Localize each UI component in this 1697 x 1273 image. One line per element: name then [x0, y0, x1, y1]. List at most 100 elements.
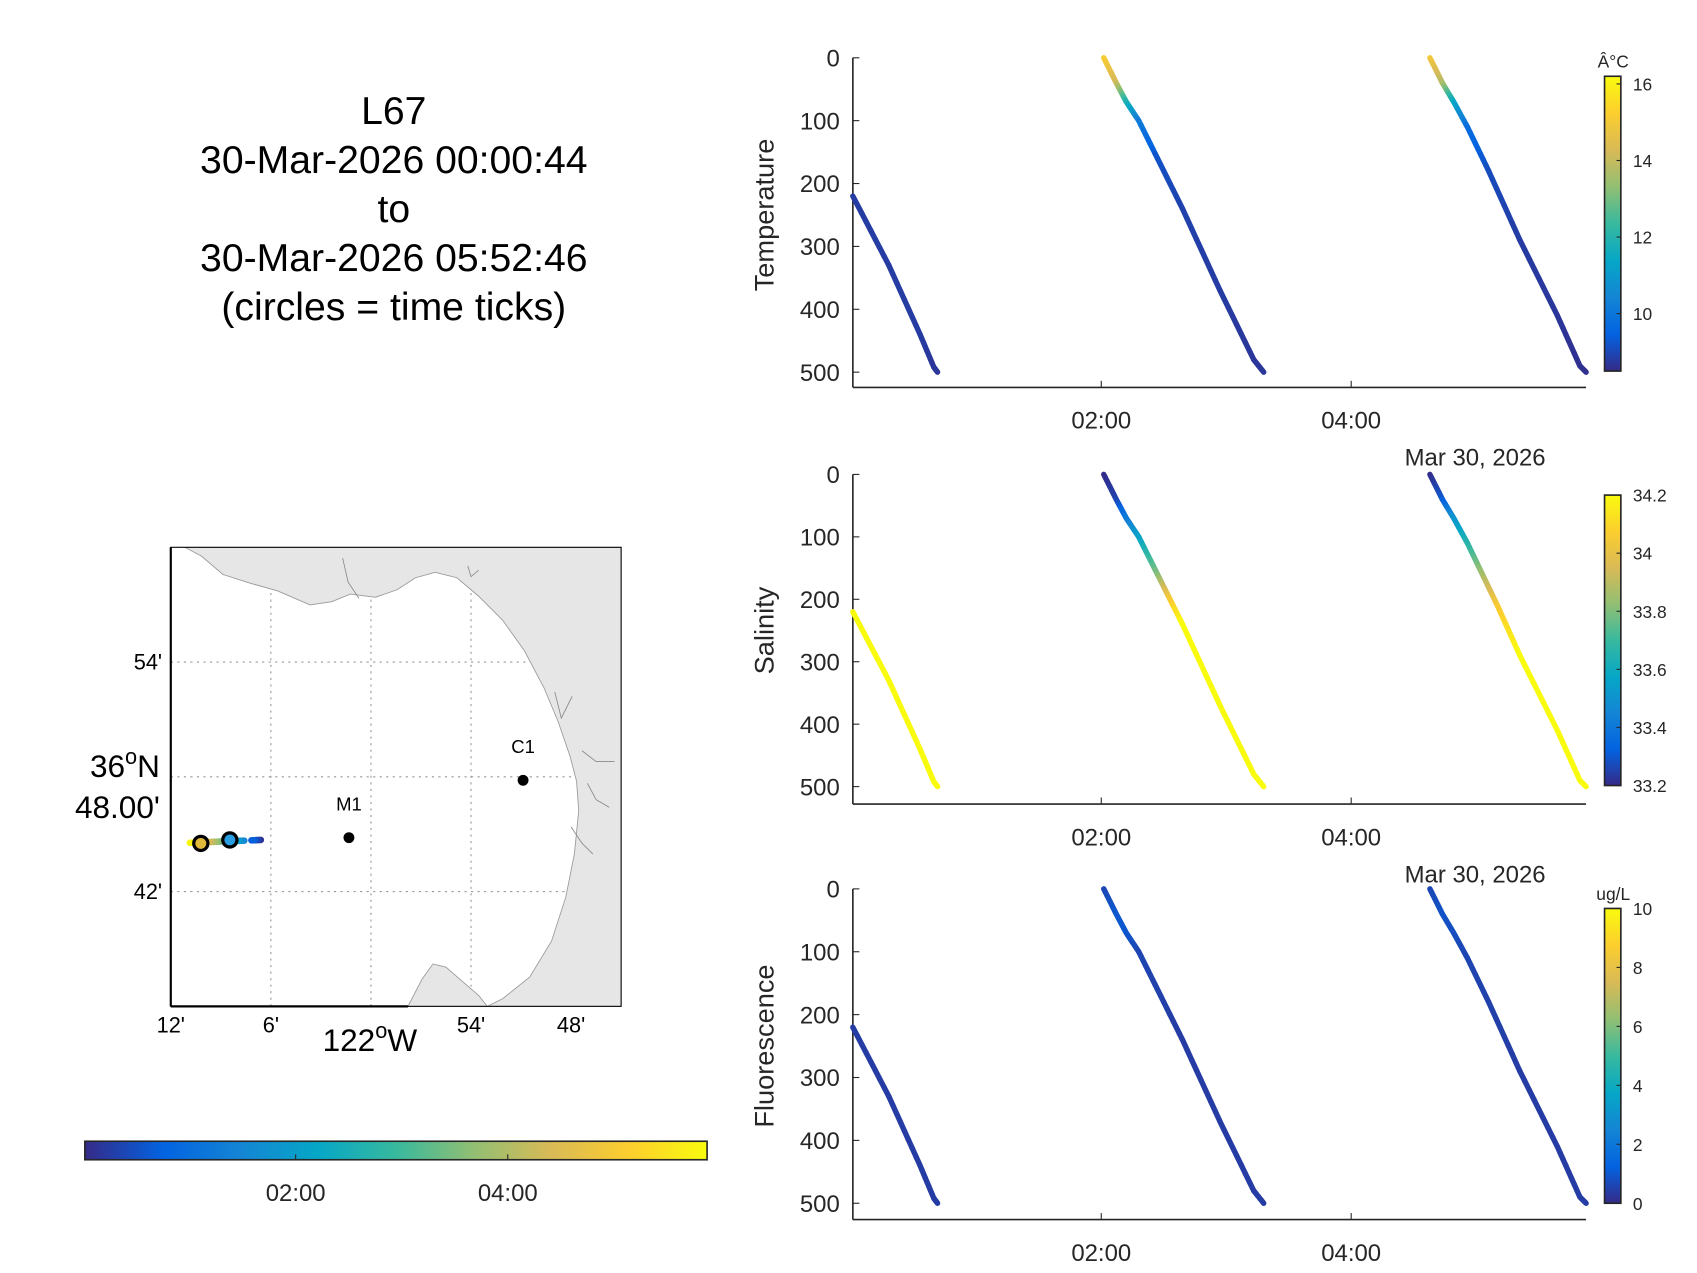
temperature-profile: 0 100 200 300 400 500 02:00 04:00 Mar 30, 2026 Te… [748, 45, 1652, 471]
colorbar: 10 12 14 16Â°C [1598, 52, 1652, 372]
colorbar-tick-label: 34 [1633, 544, 1653, 564]
profile-point [1259, 367, 1267, 375]
date-label: Mar 30, 2026 [1405, 445, 1546, 472]
time-tick-circle [221, 831, 239, 849]
title-line-glider: L67 [361, 90, 426, 133]
y-tick-label: 400 [800, 1128, 840, 1155]
title-line-to: to [377, 188, 410, 231]
colorbar-tick-label: 2 [1633, 1135, 1643, 1155]
map-xlabel: 122oW [323, 1018, 418, 1058]
time-colorbar-bar [84, 1140, 708, 1161]
profile-segment [850, 609, 941, 790]
y-tick-label: 300 [800, 1065, 840, 1092]
date-label: Mar 30, 2026 [1405, 861, 1546, 888]
profile-segment [850, 193, 941, 375]
map-y-tick-label: 54' [134, 650, 162, 675]
y-tick-label: 100 [800, 108, 840, 135]
profile-segment [1101, 886, 1267, 1206]
station-label: C1 [511, 736, 535, 757]
time-tick-circle [192, 834, 210, 853]
station-marker [343, 832, 355, 844]
y-tick-label: 0 [826, 462, 839, 489]
colorbar-tick-label: 10 [1633, 304, 1652, 324]
time-colorbar: 02:00 04:00 [84, 1140, 708, 1207]
colorbar-tick-label: 0 [1633, 1194, 1643, 1214]
map-y-tick-label: 42' [134, 879, 162, 904]
y-tick-label: 500 [800, 774, 840, 801]
map-stations: M1 C1 [336, 736, 535, 844]
profile-segment [1427, 471, 1589, 790]
y-axis-label: Fluorescence [748, 964, 779, 1127]
map-x-tick-label: 54' [457, 1012, 485, 1037]
profile-point [1259, 782, 1267, 790]
y-axis-label: Temperature [748, 139, 779, 292]
y-axis-label: Salinity [748, 586, 779, 674]
map-land [184, 547, 622, 1007]
map-x-tick-label: 6' [263, 1012, 279, 1037]
y-tick-label: 0 [826, 877, 839, 904]
y-tick-label: 0 [826, 45, 839, 72]
y-tick-label: 500 [800, 360, 840, 387]
time-colorbar-tick-label: 02:00 [266, 1180, 326, 1207]
y-tick-label: 100 [800, 525, 840, 552]
time-colorbar-tick-label: 04:00 [478, 1180, 538, 1207]
colorbar-tick-label: 33.8 [1633, 602, 1667, 622]
colorbar-tick-label: 6 [1633, 1017, 1643, 1037]
colorbar-bar [1603, 75, 1622, 372]
colorbar-tick-label: 33.2 [1633, 776, 1667, 796]
colorbar: 33.2 33.4 33.6 33.8 34 34.2 [1603, 486, 1667, 796]
colorbar-tick-label: 33.4 [1633, 718, 1667, 738]
colorbar-tick-label: 33.6 [1633, 660, 1667, 680]
map-grid [170, 547, 622, 1007]
profile-point [1582, 368, 1589, 375]
profile-segment [1427, 886, 1589, 1206]
map-x-tick-label: 12' [157, 1012, 185, 1037]
y-tick-label: 200 [800, 587, 840, 614]
y-tick-label: 300 [800, 234, 840, 261]
colorbar-tick-label: 34.2 [1633, 486, 1667, 506]
x-tick-label: 04:00 [1321, 1240, 1381, 1267]
y-tick-label: 500 [800, 1191, 840, 1218]
x-tick-label: 02:00 [1071, 408, 1131, 435]
y-tick-label: 400 [800, 297, 840, 324]
glider-track [186, 831, 265, 853]
map-x-tick-label: 48' [557, 1012, 585, 1037]
colorbar-unit: Â°C [1598, 52, 1629, 72]
x-tick-label: 04:00 [1321, 824, 1381, 851]
title-line-start: 30-Mar-2026 00:00:44 [200, 139, 587, 182]
colorbar-tick-label: 4 [1633, 1076, 1643, 1096]
colorbar-bar [1603, 907, 1622, 1205]
map-ticks: 12' 6' 54' 48' 54' 42' [134, 650, 586, 1038]
profile-point [1582, 783, 1589, 790]
profile-segment [1427, 55, 1589, 375]
profile-point [1259, 1198, 1267, 1206]
title-line-end: 30-Mar-2026 05:52:46 [200, 237, 587, 280]
profile-point [1582, 1199, 1589, 1206]
colorbar-tick-label: 12 [1633, 228, 1652, 248]
profile-segment [1101, 471, 1267, 790]
colorbar-tick-label: 8 [1633, 958, 1643, 978]
colorbar-unit: ug/L [1596, 884, 1630, 904]
y-tick-label: 100 [800, 939, 840, 966]
profile-segment [1101, 55, 1267, 375]
track-map: M1 C1 12' 6' 54' 48' 54' 42' 122oW 36oN 48.00' [75, 546, 622, 1058]
title-line-note: (circles = time ticks) [221, 286, 566, 329]
map-ylabel-top: 36oN [90, 744, 160, 784]
station-label: M1 [336, 793, 362, 814]
map-ylabel-bottom: 48.00' [75, 789, 160, 825]
y-tick-label: 400 [800, 712, 840, 739]
y-tick-label: 200 [800, 1002, 840, 1029]
colorbar-tick-label: 16 [1633, 74, 1652, 94]
colorbar-tick-label: 10 [1633, 899, 1652, 919]
profile-segment [850, 1024, 941, 1206]
map-rivers [342, 558, 615, 855]
y-tick-label: 200 [800, 171, 840, 198]
x-tick-label: 02:00 [1071, 1240, 1131, 1267]
x-tick-label: 02:00 [1071, 824, 1131, 851]
figure-title: L67 30-Mar-2026 00:00:44 to 30-Mar-2026 … [200, 90, 587, 329]
x-tick-label: 04:00 [1321, 408, 1381, 435]
